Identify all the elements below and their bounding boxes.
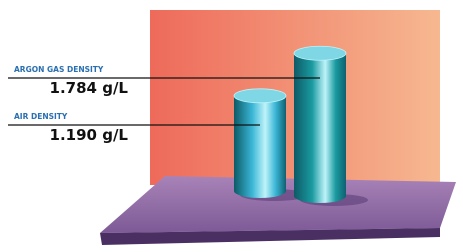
chart: ARGON GAS DENSITY 1.784 g/L AIR DENSITY 1.1… [0, 0, 463, 252]
bar-top [294, 46, 346, 60]
category-label: AIR DENSITY [14, 112, 68, 121]
category-label: ARGON GAS DENSITY [14, 65, 104, 74]
value-label: 1.784 g/L [50, 79, 129, 97]
bar [294, 53, 346, 203]
bar-top [234, 89, 286, 103]
bar [234, 96, 286, 198]
value-label: 1.190 g/L [50, 126, 129, 144]
